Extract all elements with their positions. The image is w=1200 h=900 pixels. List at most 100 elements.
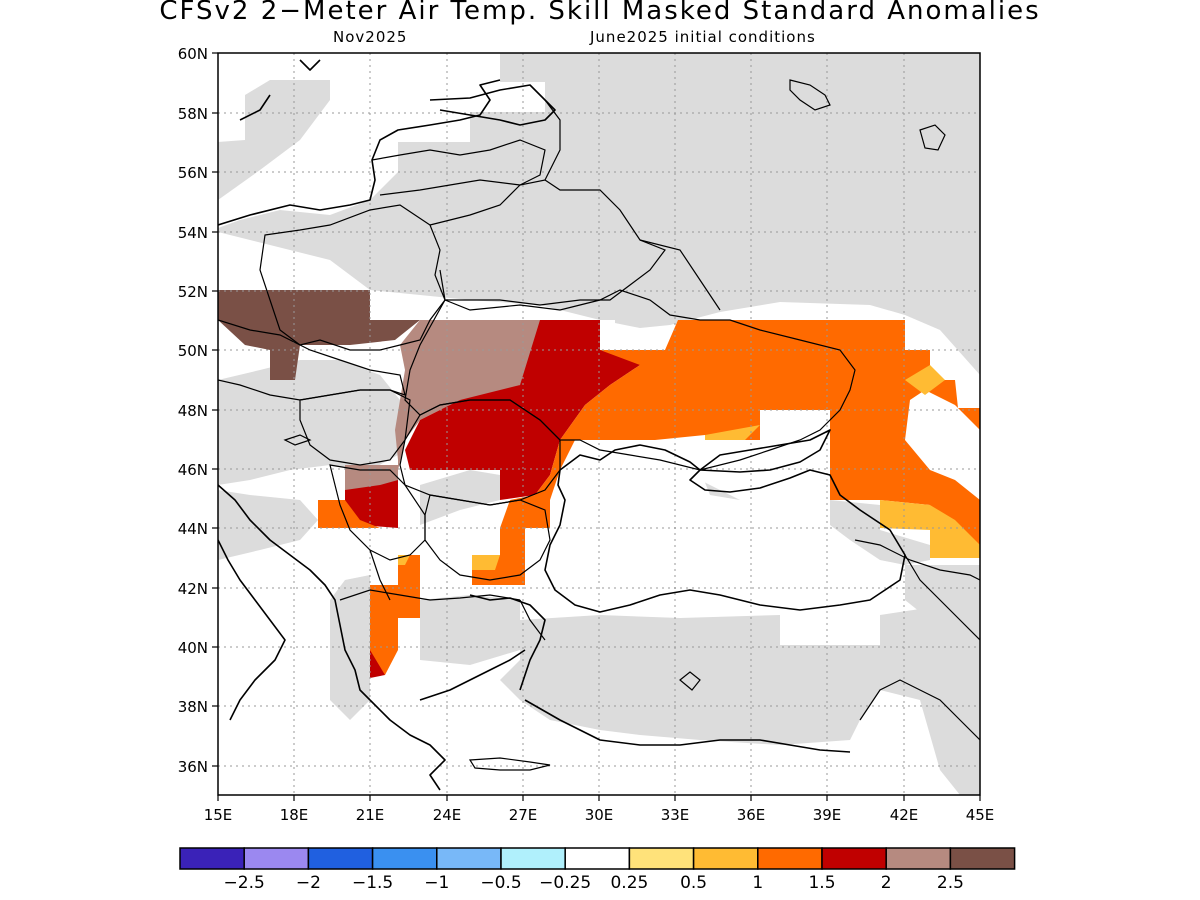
lake-ladoga bbox=[789, 79, 831, 111]
turkey-border bbox=[519, 554, 980, 741]
colorbar-label: 1 bbox=[752, 873, 763, 893]
colorbar-swatch bbox=[564, 847, 631, 870]
colorbar-swatch bbox=[307, 847, 374, 870]
masked-regions bbox=[218, 53, 980, 795]
masked-region-nw-white bbox=[218, 53, 330, 142]
cyprus bbox=[679, 671, 701, 691]
greece-coast bbox=[369, 649, 526, 791]
colorbar-label: 2 bbox=[881, 873, 892, 893]
colorbar-label: 1.5 bbox=[808, 873, 835, 893]
lat-tick-label: 40N bbox=[178, 639, 208, 657]
insignificant-area-ukraine bbox=[600, 320, 615, 330]
anomaly-region-0.5-to-1-bulgaria bbox=[472, 555, 500, 570]
baltic-coast bbox=[218, 59, 501, 226]
bulgaria-border bbox=[424, 494, 551, 581]
masked-region-balkans bbox=[420, 470, 500, 525]
colorbar-swatch bbox=[628, 847, 695, 870]
map-title: CFSv2 2−Meter Air Temp. Skill Masked Sta… bbox=[159, 0, 1041, 26]
lat-tick-label: 52N bbox=[178, 283, 208, 301]
lat-tick-label: 36N bbox=[178, 758, 208, 776]
lat-tick-label: 50N bbox=[178, 342, 208, 360]
masked-region-adriatic bbox=[218, 490, 318, 560]
anomaly-region-1-to-1.5-ukraine-russia bbox=[472, 320, 980, 585]
russia-west-border bbox=[544, 99, 721, 311]
colorbar-label: −0.5 bbox=[480, 873, 521, 893]
anomaly-region-2-to-2.5-carpathians bbox=[395, 320, 540, 470]
colorbar-swatch bbox=[885, 847, 952, 870]
anomaly-region-0.5-to-1-volga bbox=[905, 365, 945, 395]
lat-tick-label: 58N bbox=[178, 105, 208, 123]
anomaly-region-0.5-to-1-don bbox=[705, 425, 760, 440]
colorbar-label: 0.5 bbox=[680, 873, 707, 893]
azov-sea-coast bbox=[699, 429, 831, 473]
colorbar-swatch bbox=[243, 847, 310, 870]
lakes-islands bbox=[283, 79, 946, 771]
gulf-of-finland-coast bbox=[429, 84, 556, 126]
lon-tick-label: 33E bbox=[661, 806, 690, 824]
colorbar-swatch bbox=[757, 847, 823, 870]
italy-coast bbox=[218, 539, 286, 721]
lat-tick-label: 38N bbox=[178, 698, 208, 716]
lake-onega bbox=[919, 124, 946, 151]
colorbar-label: −1 bbox=[424, 873, 449, 893]
lon-tick-label: 30E bbox=[585, 806, 614, 824]
romania-border bbox=[399, 399, 561, 506]
masked-region-aegean bbox=[420, 595, 520, 665]
colorbar-swatch bbox=[821, 847, 887, 870]
serbia-border bbox=[329, 464, 426, 561]
czech-slovakia-border bbox=[218, 319, 406, 401]
poland-border bbox=[259, 204, 446, 351]
init-conditions-label: June2025 initial conditions bbox=[590, 28, 816, 46]
caucasus-border bbox=[854, 539, 980, 581]
greece-macedonia-border bbox=[339, 549, 521, 601]
anomaly-region-0.5-to-1-caucasus bbox=[880, 500, 980, 558]
lon-tick-label: 36E bbox=[737, 806, 766, 824]
colorbar-label: −1.5 bbox=[352, 873, 393, 893]
anomaly-region-1.5-to-2-romania bbox=[405, 320, 665, 500]
colorbar-label: 2.5 bbox=[937, 873, 964, 893]
lon-tick-label: 24E bbox=[433, 806, 462, 824]
colorbar-label: −2.5 bbox=[224, 873, 265, 893]
crete bbox=[468, 757, 551, 771]
lat-tick-label: 60N bbox=[178, 45, 208, 63]
masked-region-white-finland bbox=[218, 53, 545, 228]
anomaly-region-1-to-1.5-hungary bbox=[318, 500, 345, 528]
adriatic-east-coast bbox=[218, 484, 371, 701]
lon-tick-label: 15E bbox=[204, 806, 233, 824]
colorbar-label: −2 bbox=[296, 873, 321, 893]
colorbar-swatch bbox=[949, 847, 1016, 870]
colorbar-swatch bbox=[436, 847, 502, 870]
lon-tick-label: 42E bbox=[890, 806, 919, 824]
baltic-states-border bbox=[371, 139, 546, 196]
lon-tick-label: 18E bbox=[280, 806, 309, 824]
masked-region-caucasus bbox=[830, 500, 930, 565]
lat-tick-label: 56N bbox=[178, 164, 208, 182]
colorbar-swatch bbox=[371, 847, 438, 870]
lat-tick-label: 46N bbox=[178, 461, 208, 479]
colorbar-label: −0.25 bbox=[539, 873, 591, 893]
colorbar: −2.5 −2 −1.5 −1 −0.5 −0.25 0.25 0.5 1 1.5 2 2.5 bbox=[179, 847, 1016, 893]
aegean-coast bbox=[469, 594, 546, 691]
anomaly-region-1.5-to-2-greece bbox=[370, 650, 385, 678]
map-layers bbox=[218, 53, 980, 795]
lon-tick-labels: 15E 18E 21E 24E 27E 30E 33E 36E 39E 42E … bbox=[204, 806, 995, 824]
lon-tick-label: 39E bbox=[813, 806, 842, 824]
lon-tick-label: 21E bbox=[356, 806, 385, 824]
valid-month-label: Nov2025 bbox=[333, 28, 408, 46]
turkey-south-coast bbox=[524, 699, 851, 753]
lat-tick-labels: 60N 58N 56N 54N 52N 50N 48N 46N 44N 42N … bbox=[178, 45, 208, 776]
lat-tick-label: 42N bbox=[178, 580, 208, 598]
colorbar-label: 0.25 bbox=[610, 873, 648, 893]
lake-balaton bbox=[283, 434, 312, 446]
lat-tick-label: 44N bbox=[178, 520, 208, 538]
axis-ticks bbox=[212, 52, 981, 801]
colorbar-swatch bbox=[692, 847, 759, 870]
lon-tick-label: 45E bbox=[966, 806, 995, 824]
lat-tick-label: 54N bbox=[178, 224, 208, 242]
country-borders bbox=[218, 99, 980, 741]
masked-region-anatolia bbox=[500, 600, 980, 795]
colorbar-swatch bbox=[500, 847, 566, 870]
anomaly-region-1.5-to-2-serbia bbox=[345, 480, 398, 528]
lon-tick-label: 27E bbox=[509, 806, 538, 824]
